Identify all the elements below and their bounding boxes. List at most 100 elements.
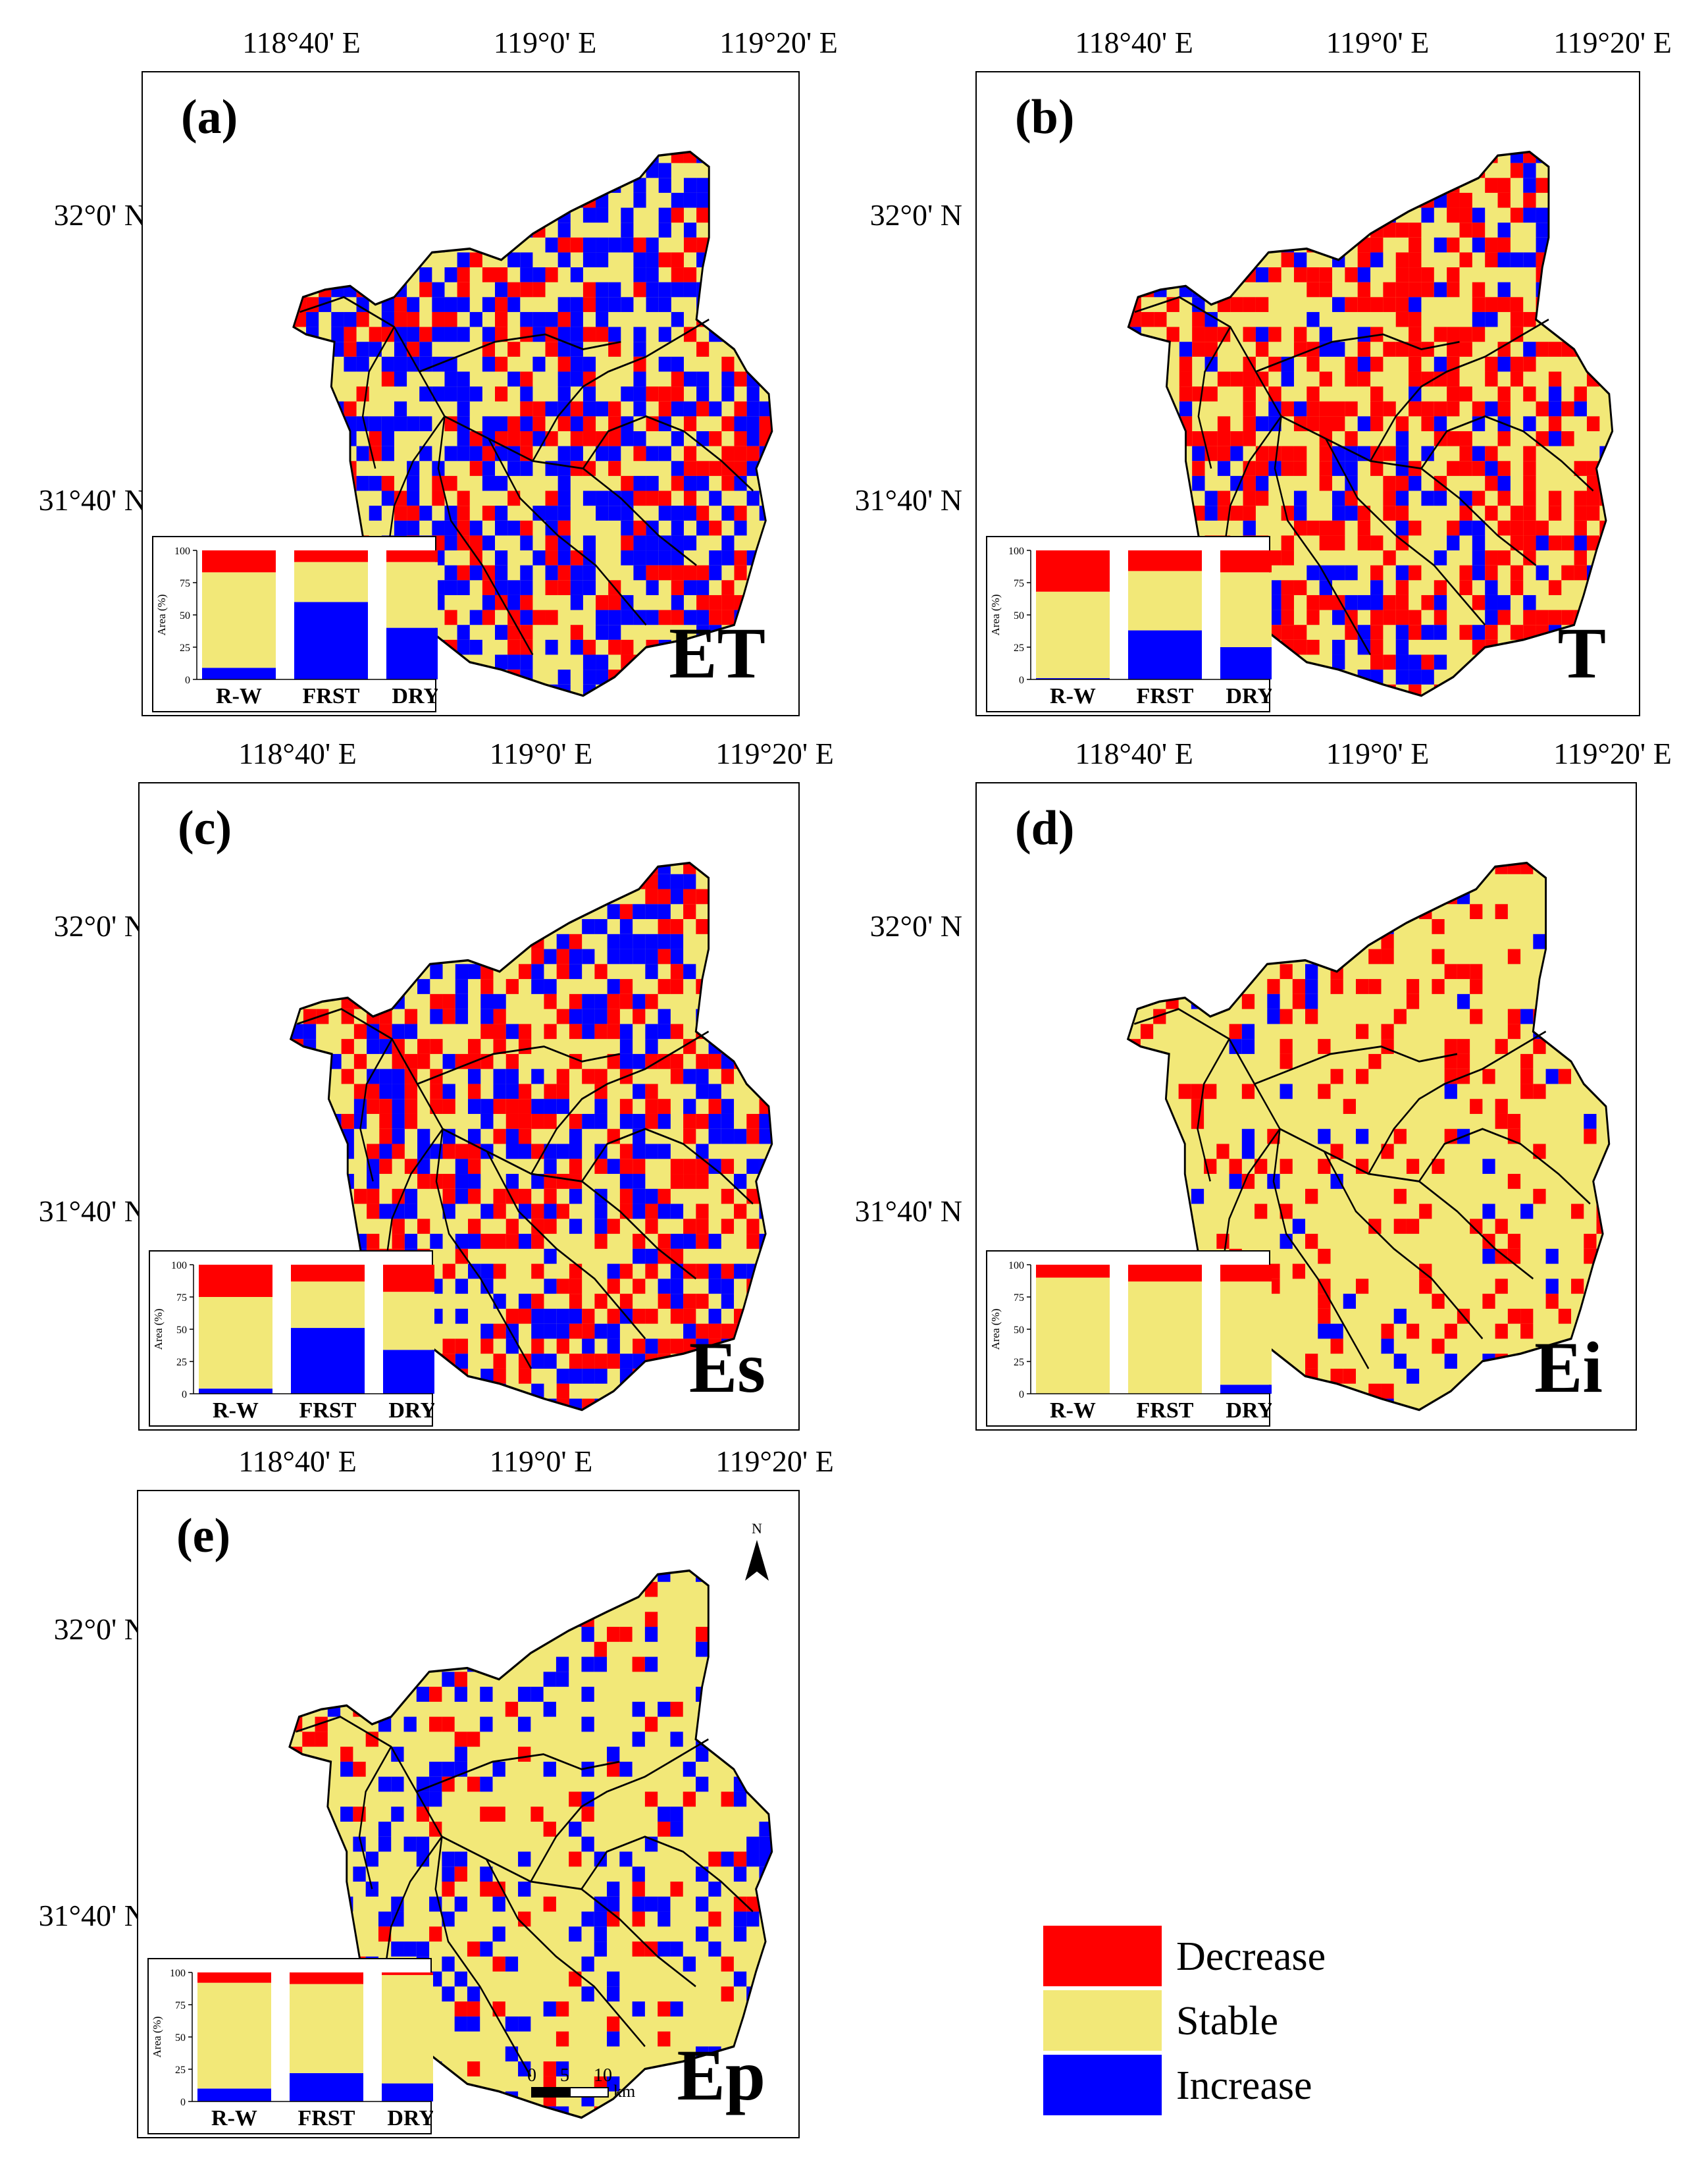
change-cell (532, 416, 546, 431)
x-tick-label: R-W (213, 1398, 259, 1423)
change-cell (683, 178, 697, 193)
change-cell (381, 490, 394, 506)
change-cell (683, 1956, 696, 1972)
change-cell (1586, 192, 1600, 208)
change-cell (505, 1128, 519, 1144)
change-cell (645, 949, 658, 964)
change-cell (507, 342, 521, 357)
lon-label: 118°40' E (1075, 737, 1193, 770)
change-cell (1523, 610, 1536, 625)
change-cell (341, 1113, 354, 1129)
change-cell (1128, 282, 1141, 298)
change-cell (290, 1113, 303, 1129)
change-cell (1548, 416, 1562, 431)
change-cell (455, 964, 469, 980)
change-cell (327, 1627, 341, 1642)
change-cell (1179, 401, 1193, 417)
change-cell (671, 565, 684, 581)
change-cell (1320, 699, 1332, 714)
change-cell (353, 1084, 367, 1099)
change-cell (556, 1368, 569, 1384)
change-cell (442, 2106, 455, 2118)
change-cell (557, 670, 571, 685)
change-cell (734, 327, 747, 342)
change-cell (696, 1084, 709, 1099)
change-cell (1561, 431, 1574, 446)
change-cell (1178, 1084, 1191, 1099)
change-cell (1548, 506, 1562, 521)
change-cell (532, 506, 546, 521)
change-cell (1154, 401, 1167, 417)
change-cell (480, 1338, 494, 1354)
change-cell (1447, 237, 1460, 253)
change-cell (746, 1911, 760, 1927)
river-line (1325, 438, 1486, 626)
change-cell (293, 151, 307, 163)
change-cell (1409, 610, 1422, 625)
river-line (532, 318, 710, 462)
change-cell (594, 1069, 608, 1084)
change-cell (432, 520, 445, 536)
change-cell (1154, 223, 1167, 238)
change-cell (1141, 386, 1154, 402)
change-cell (430, 904, 443, 920)
change-cell (1533, 1084, 1546, 1099)
change-cell (1613, 208, 1625, 223)
change-cell (1613, 550, 1625, 566)
change-cell (520, 610, 533, 625)
scale-tick: 5 (560, 2065, 569, 2086)
change-cell (696, 1069, 709, 1084)
change-cell (645, 1413, 658, 1429)
change-cell (1217, 207, 1231, 223)
change-cell (493, 1368, 506, 1384)
change-cell (457, 282, 470, 298)
change-cell (469, 610, 482, 625)
change-cell (1485, 237, 1498, 253)
change-cell (278, 874, 290, 889)
change-cell (544, 1248, 557, 1264)
change-cell (545, 550, 558, 566)
change-cell (532, 151, 546, 163)
change-cell (582, 297, 596, 312)
change-cell (1434, 490, 1447, 506)
change-cell (319, 223, 332, 238)
change-cell (619, 993, 633, 1009)
change-cell (1280, 1413, 1293, 1429)
change-cell (367, 1024, 380, 1040)
change-cell (556, 1009, 569, 1024)
change-cell (353, 1024, 367, 1040)
change-cell (278, 1099, 290, 1114)
change-cell (394, 297, 407, 312)
change-cell (369, 252, 382, 268)
x-tick-label: DRYL (1226, 684, 1272, 708)
change-cell (671, 252, 684, 268)
change-cell (1343, 1099, 1356, 1114)
change-cell (1599, 461, 1613, 476)
change-cell (293, 446, 307, 462)
change-cell (696, 919, 709, 934)
change-cell (1421, 446, 1434, 462)
change-cell (1393, 1308, 1407, 1324)
y-tick-label: 0 (1019, 675, 1024, 686)
change-cell (1355, 979, 1369, 994)
change-cell (1255, 207, 1269, 223)
change-cell (1548, 431, 1562, 446)
change-cell (772, 1597, 785, 1612)
bar-segment-increase (382, 2083, 433, 2101)
change-cell (734, 964, 747, 980)
change-cell (619, 1761, 633, 1777)
change-cell (1383, 550, 1396, 566)
change-cell (671, 520, 684, 536)
change-cell (1434, 610, 1447, 625)
change-cell (531, 1338, 544, 1354)
change-cell (1447, 520, 1460, 536)
change-cell (381, 475, 394, 491)
change-cell (328, 1203, 342, 1219)
change-cell (520, 565, 533, 581)
change-cell (469, 684, 482, 696)
change-cell (1549, 699, 1561, 714)
change-cell (709, 311, 722, 327)
change-cell (430, 964, 443, 980)
change-cell (507, 625, 521, 640)
change-cell (328, 1234, 342, 1249)
